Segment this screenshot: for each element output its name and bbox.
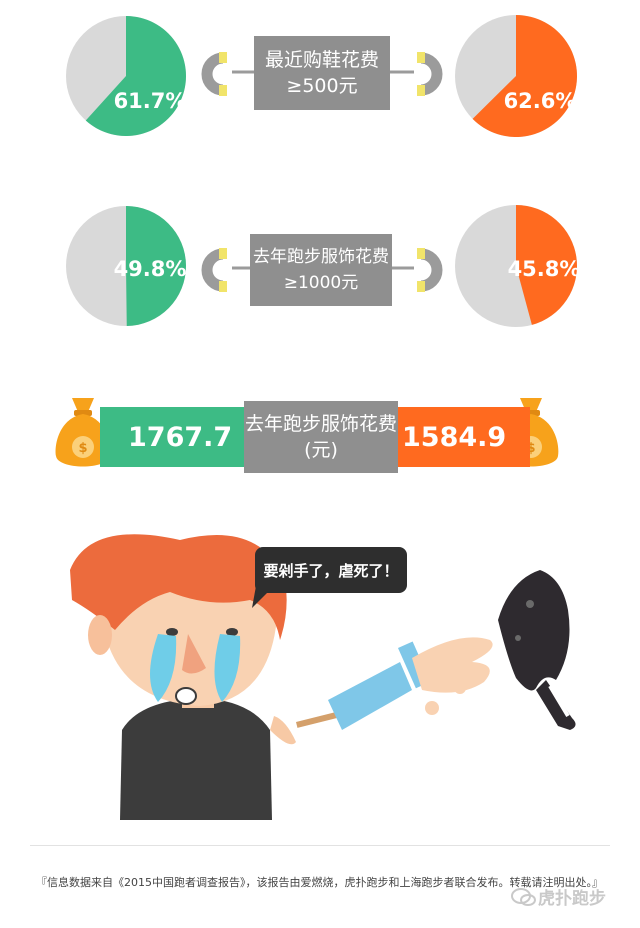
pie-group-1-label-line2: ≥500元 <box>286 75 358 97</box>
pie-slice-main <box>85 16 186 136</box>
pie-group-1-label: 最近购鞋花费 ≥500元 <box>254 36 390 110</box>
pie-slice-label: 45.8% <box>508 257 581 281</box>
pie-group-2-label-line2: ≥1000元 <box>283 273 359 293</box>
bar-chart-label-line1: 去年跑步服饰花费 <box>244 413 397 435</box>
source-note: 『信息数据来自《2015中国跑者调查报告》，该报告由爱燃烧，虎扑跑步和上海跑步者… <box>36 876 603 889</box>
pie-slice-main <box>472 15 577 137</box>
magnet-icon <box>417 248 443 292</box>
bar-green-value: 1767.7 <box>128 421 233 453</box>
bar-chart-label: 去年跑步服饰花费 (元) <box>244 401 398 473</box>
bar-orange-value: 1584.9 <box>402 421 507 453</box>
pie-slice-label: 49.8% <box>114 257 187 281</box>
pie-slice-label: 61.7% <box>114 89 187 113</box>
pie-slice-label: 62.6% <box>504 89 577 113</box>
speech-bubble-tail <box>252 586 274 608</box>
bar-orange: 1584.9 <box>394 407 530 467</box>
knife-icon <box>498 570 570 691</box>
pie-group-1-label-line1: 最近购鞋花费 <box>264 49 379 71</box>
crying-boy-illustration <box>70 534 576 820</box>
pie-charts: 61.7% 62.6% 49.8% 45.8% <box>66 15 581 327</box>
speech-bubble-text: 要剁手了，虐死了！ <box>263 561 399 580</box>
bar-chart-label-line2: (元) <box>304 439 338 461</box>
bar-green: 1767.7 <box>100 407 248 467</box>
money-bag-icon: $ <box>55 398 111 467</box>
watermark: 虎扑跑步 <box>510 884 606 909</box>
wechat-logo-icon <box>511 887 536 906</box>
pie-slice-main <box>516 205 577 325</box>
dollar-coin-icon: $ <box>526 441 535 456</box>
pie-slice-main <box>126 206 187 326</box>
speech-bubble: 要剁手了，虐死了！ <box>255 547 407 593</box>
magnet-icon <box>201 52 227 96</box>
divider <box>30 845 610 846</box>
magnet-icon <box>201 248 227 292</box>
severed-hand-icon <box>328 662 412 730</box>
magnet-icon <box>417 52 443 96</box>
pie-group-2-label: 去年跑步服饰花费 ≥1000元 <box>250 234 392 306</box>
dollar-coin-icon: $ <box>78 441 87 456</box>
pie-group-2-label-line1: 去年跑步服饰花费 <box>253 247 389 267</box>
watermark-text: 虎扑跑步 <box>538 889 606 909</box>
